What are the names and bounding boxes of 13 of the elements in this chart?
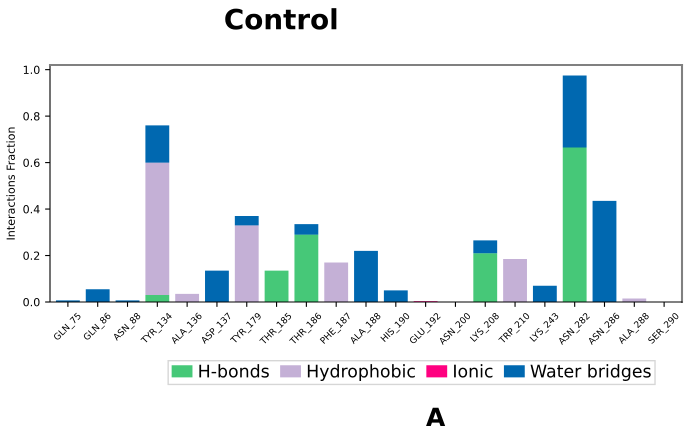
legend-label: Water bridges bbox=[530, 364, 651, 381]
y-tick-label: 0.6 bbox=[23, 158, 40, 167]
y-tick-label: 0.2 bbox=[23, 252, 40, 260]
text: A bbox=[426, 408, 446, 426]
chart-title: Control bbox=[225, 8, 336, 30]
y-tick-label: 1.0 bbox=[24, 66, 40, 74]
legend-label: Ionic bbox=[454, 364, 492, 378]
legend-label: H-bonds bbox=[199, 364, 269, 378]
y-tick-label: 0.4 bbox=[23, 205, 40, 214]
legend-label: Hydrophobic bbox=[308, 364, 415, 381]
y-tick-label: 0.8 bbox=[23, 112, 40, 120]
y-axis-title: Interactions Fraction bbox=[6, 127, 15, 240]
y-tick-label: 0.0 bbox=[23, 298, 40, 306]
